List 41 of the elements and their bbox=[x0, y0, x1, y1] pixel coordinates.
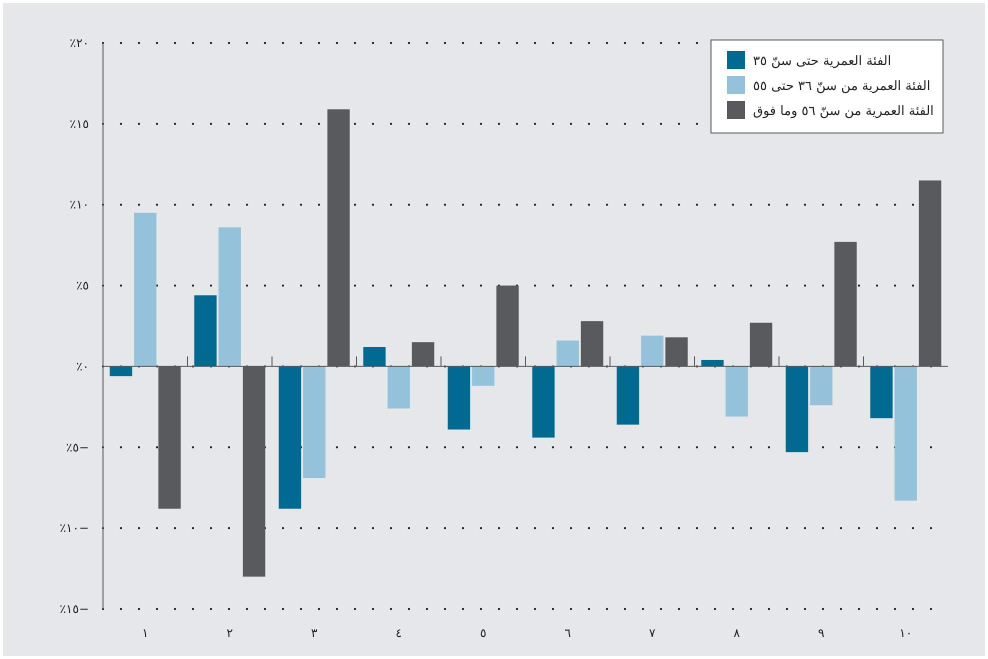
bar bbox=[218, 227, 241, 366]
bar bbox=[472, 366, 494, 386]
bar bbox=[810, 366, 832, 406]
x-tick-label: ٧ bbox=[649, 626, 656, 640]
x-tick-label: ١٠ bbox=[899, 626, 912, 640]
y-tick-label: ٪١٠ bbox=[70, 198, 89, 212]
x-tick-label: ٥ bbox=[480, 626, 486, 640]
bar bbox=[388, 366, 410, 408]
y-tick-label: ٪٠ bbox=[76, 359, 89, 374]
x-tick-label: ٩ bbox=[818, 626, 824, 640]
y-tick-label: ٪٢٠ bbox=[70, 36, 89, 50]
bar bbox=[134, 212, 156, 366]
bar bbox=[278, 366, 302, 509]
x-tick-label: ١ bbox=[142, 626, 148, 640]
legend-label: الفئة العمرية من سنّ ٥٦ وما فوق bbox=[753, 104, 934, 119]
bar bbox=[870, 366, 893, 418]
bar bbox=[701, 360, 724, 366]
x-tick-label: ٨ bbox=[734, 626, 741, 640]
y-tick-label: ٪١٥− bbox=[60, 602, 89, 616]
bar bbox=[641, 336, 664, 366]
bar bbox=[363, 347, 386, 366]
legend-label: الفئة العمرية من سنّ ٣٦ حتى ٥٥ bbox=[753, 79, 930, 94]
x-tick-label: ٣ bbox=[311, 626, 318, 640]
bar bbox=[110, 366, 132, 376]
bar bbox=[303, 366, 326, 478]
y-tick-label: ٪٥− bbox=[66, 440, 89, 454]
y-tick-label: ٪٥ bbox=[76, 278, 89, 293]
bar bbox=[726, 366, 748, 417]
x-tick-label: ٦ bbox=[564, 626, 571, 640]
bar bbox=[532, 366, 555, 438]
bar bbox=[616, 366, 640, 425]
bar bbox=[894, 366, 917, 501]
x-tick-label: ٢ bbox=[226, 626, 233, 640]
legend-label: الفئة العمرية حتى سنّ ٣٥ bbox=[753, 54, 892, 69]
bar bbox=[194, 295, 217, 366]
y-tick-label: ٪١٠− bbox=[60, 521, 89, 536]
bar bbox=[448, 366, 470, 430]
bar bbox=[556, 340, 579, 366]
x-tick-label: ٤ bbox=[396, 626, 402, 640]
bar bbox=[786, 366, 808, 452]
y-tick-label: ٪١٥ bbox=[70, 116, 89, 131]
